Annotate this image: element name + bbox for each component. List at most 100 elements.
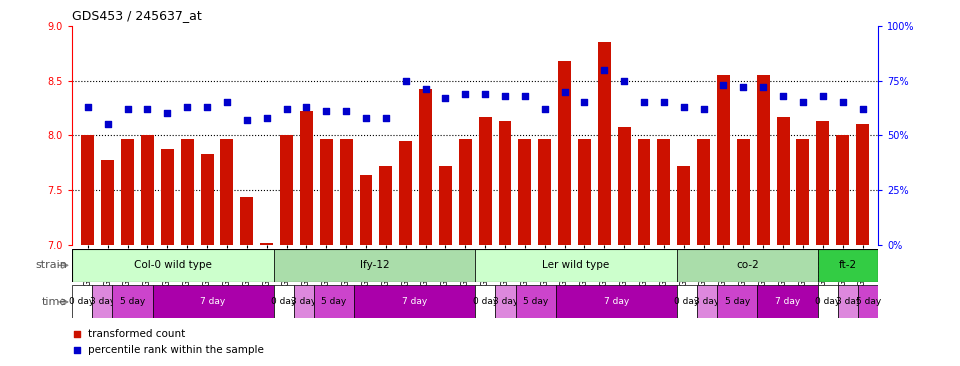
Bar — [161, 149, 174, 245]
Bar — [777, 117, 789, 245]
Bar — [756, 75, 770, 245]
Bar — [153, 285, 274, 318]
Point — [835, 100, 851, 105]
Bar — [697, 139, 710, 245]
Text: 0 day: 0 day — [472, 298, 498, 306]
Text: 3 day: 3 day — [835, 298, 861, 306]
Point — [438, 95, 453, 101]
Bar — [121, 139, 134, 245]
Point — [676, 104, 691, 110]
Point — [716, 82, 732, 88]
Point — [180, 104, 195, 110]
Bar — [617, 127, 631, 245]
Bar — [274, 285, 294, 318]
Text: 5 day: 5 day — [120, 298, 145, 306]
Bar — [320, 139, 333, 245]
Bar — [697, 285, 717, 318]
Text: time: time — [42, 297, 67, 307]
Bar — [439, 166, 452, 245]
Text: strain: strain — [36, 260, 67, 270]
Point — [339, 108, 354, 114]
Bar — [856, 124, 869, 245]
Point — [795, 100, 810, 105]
Bar — [314, 285, 354, 318]
Text: 3 day: 3 day — [492, 298, 518, 306]
Point — [537, 106, 552, 112]
Bar — [420, 89, 432, 245]
Point — [418, 86, 433, 92]
Point — [69, 331, 84, 337]
Bar — [495, 285, 516, 318]
Bar — [658, 139, 670, 245]
Point — [398, 78, 414, 83]
Point — [497, 93, 513, 99]
Bar — [637, 139, 651, 245]
Text: 7 day: 7 day — [604, 298, 629, 306]
Point — [278, 106, 294, 112]
Text: 5 day: 5 day — [322, 298, 347, 306]
Bar — [379, 166, 393, 245]
Text: percentile rank within the sample: percentile rank within the sample — [88, 346, 264, 355]
Text: ft-2: ft-2 — [839, 260, 857, 270]
Point — [477, 91, 492, 97]
Bar — [479, 117, 492, 245]
Bar — [141, 135, 154, 245]
Text: transformed count: transformed count — [88, 329, 185, 339]
Bar — [816, 121, 829, 245]
Bar — [737, 139, 750, 245]
Bar — [558, 61, 571, 245]
Bar — [836, 135, 849, 245]
Point — [616, 78, 632, 83]
Text: co-2: co-2 — [736, 260, 758, 270]
Text: 0 day: 0 day — [815, 298, 841, 306]
Point — [69, 348, 84, 354]
Point — [776, 93, 791, 99]
Point — [200, 104, 215, 110]
Text: 5 day: 5 day — [523, 298, 548, 306]
Text: 5 day: 5 day — [725, 298, 750, 306]
Bar — [72, 249, 274, 282]
Bar — [858, 285, 878, 318]
Bar — [201, 154, 213, 245]
Point — [577, 100, 592, 105]
Point — [140, 106, 156, 112]
Point — [219, 100, 234, 105]
Text: lfy-12: lfy-12 — [360, 260, 389, 270]
Bar — [518, 139, 531, 245]
Point — [756, 84, 771, 90]
Point — [735, 84, 751, 90]
Point — [100, 122, 115, 127]
Bar — [475, 285, 495, 318]
Bar — [274, 249, 475, 282]
Text: 7 day: 7 day — [402, 298, 427, 306]
Text: GDS453 / 245637_at: GDS453 / 245637_at — [72, 9, 202, 22]
Bar — [92, 285, 112, 318]
Bar — [180, 139, 194, 245]
Bar — [598, 42, 611, 245]
Bar — [578, 139, 591, 245]
Text: 5 day: 5 day — [855, 298, 881, 306]
Bar — [717, 285, 757, 318]
Bar — [112, 285, 153, 318]
Bar — [516, 285, 556, 318]
Point — [259, 115, 275, 121]
Bar — [354, 285, 475, 318]
Text: 0 day: 0 day — [271, 298, 297, 306]
Point — [120, 106, 135, 112]
Bar — [260, 243, 273, 245]
Point — [458, 91, 473, 97]
Bar — [757, 285, 818, 318]
Bar — [838, 285, 858, 318]
Point — [319, 108, 334, 114]
Bar — [294, 285, 314, 318]
Text: 0 day: 0 day — [674, 298, 700, 306]
Bar — [359, 175, 372, 245]
Bar — [797, 139, 809, 245]
Point — [81, 104, 96, 110]
Bar — [82, 135, 94, 245]
Point — [815, 93, 830, 99]
Point — [636, 100, 652, 105]
Bar — [717, 75, 730, 245]
Bar — [340, 139, 352, 245]
Bar — [498, 121, 512, 245]
